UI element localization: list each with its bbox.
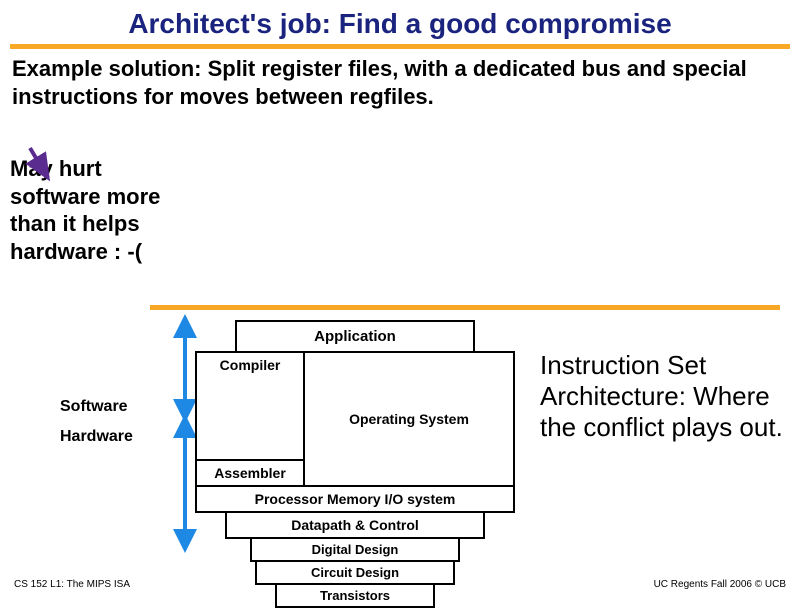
box-circuit-design: Circuit Design bbox=[255, 560, 455, 585]
example-solution-text: Example solution: Split register files, … bbox=[0, 49, 800, 110]
box-digital-design: Digital Design bbox=[250, 537, 460, 562]
software-label: Software bbox=[60, 398, 128, 416]
box-os: Operating System bbox=[303, 351, 515, 487]
layer-stack: Application Compiler Assembler Operating… bbox=[195, 320, 515, 608]
box-compiler: Compiler bbox=[195, 351, 305, 461]
row-compiler-os: Compiler Assembler Operating System bbox=[195, 351, 515, 487]
hardware-label: Hardware bbox=[60, 428, 133, 446]
isa-description: Instruction Set Architecture: Where the … bbox=[540, 350, 790, 444]
may-hurt-text: May hurt software more than it helps har… bbox=[10, 155, 170, 265]
box-proc-mem-io: Processor Memory I/O system bbox=[195, 485, 515, 513]
footer-right: UC Regents Fall 2006 © UCB bbox=[654, 579, 786, 590]
box-assembler: Assembler bbox=[195, 461, 305, 487]
footer-left: CS 152 L1: The MIPS ISA bbox=[14, 579, 130, 590]
slide-title: Architect's job: Find a good compromise bbox=[0, 0, 800, 44]
box-transistors: Transistors bbox=[275, 583, 435, 608]
mid-underline bbox=[150, 305, 780, 310]
box-datapath-control: Datapath & Control bbox=[225, 511, 485, 539]
row-proc-mem-io: Processor Memory I/O system bbox=[195, 485, 515, 513]
box-application: Application bbox=[235, 320, 475, 353]
